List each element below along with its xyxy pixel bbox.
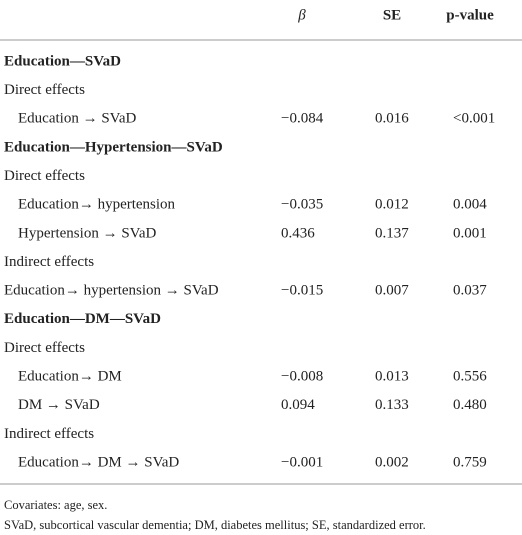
row-label: Education → SVaD xyxy=(18,111,136,127)
cell-value: 0.137 xyxy=(375,225,409,241)
cell-value: 0.480 xyxy=(453,397,487,413)
column-header: p-value xyxy=(446,7,494,23)
cell-value: 0.012 xyxy=(375,197,409,213)
cell-value: 0.037 xyxy=(453,283,487,299)
cell-value: −0.015 xyxy=(281,283,323,299)
row-label: Hypertension → SVaD xyxy=(18,225,156,241)
cell-value: 0.556 xyxy=(453,368,487,384)
section-title: Education—DM—SVaD xyxy=(4,311,161,327)
row-label: DM → SVaD xyxy=(18,397,100,413)
cell-value: −0.084 xyxy=(281,111,324,127)
group-heading: Direct effects xyxy=(4,168,85,184)
cell-value: 0.013 xyxy=(375,368,409,384)
cell-value: −0.001 xyxy=(281,454,323,470)
section-title: Education—Hypertension—SVaD xyxy=(4,139,223,155)
row-label: Education→ DM → SVaD xyxy=(18,454,179,470)
cell-value: 0.004 xyxy=(453,197,487,213)
row-label: Education→ DM xyxy=(18,368,122,384)
cell-value: 0.002 xyxy=(375,454,409,470)
cell-value: 0.133 xyxy=(375,397,409,413)
cell-value: 0.094 xyxy=(281,397,315,413)
cell-value: 0.007 xyxy=(375,283,409,299)
group-heading: Direct effects xyxy=(4,340,85,356)
row-label: Education→ hypertension xyxy=(18,197,176,213)
column-header: SE xyxy=(383,7,401,23)
cell-value: 0.016 xyxy=(375,111,409,127)
cell-value: 0.436 xyxy=(281,225,315,241)
row-label: Education→ hypertension → SVaD xyxy=(4,283,219,299)
footnote: SVaD, subcortical vascular dementia; DM,… xyxy=(4,518,426,532)
cell-value: <0.001 xyxy=(453,111,495,127)
cell-value: 0.001 xyxy=(453,225,487,241)
cell-value: −0.035 xyxy=(281,197,323,213)
cell-value: 0.759 xyxy=(453,454,487,470)
column-header: β xyxy=(297,7,306,23)
footnote: Covariates: age, sex. xyxy=(4,498,107,512)
group-heading: Indirect effects xyxy=(4,254,94,270)
group-heading: Indirect effects xyxy=(4,426,94,442)
section-title: Education—SVaD xyxy=(4,53,121,69)
group-heading: Direct effects xyxy=(4,82,85,98)
cell-value: −0.008 xyxy=(281,368,323,384)
